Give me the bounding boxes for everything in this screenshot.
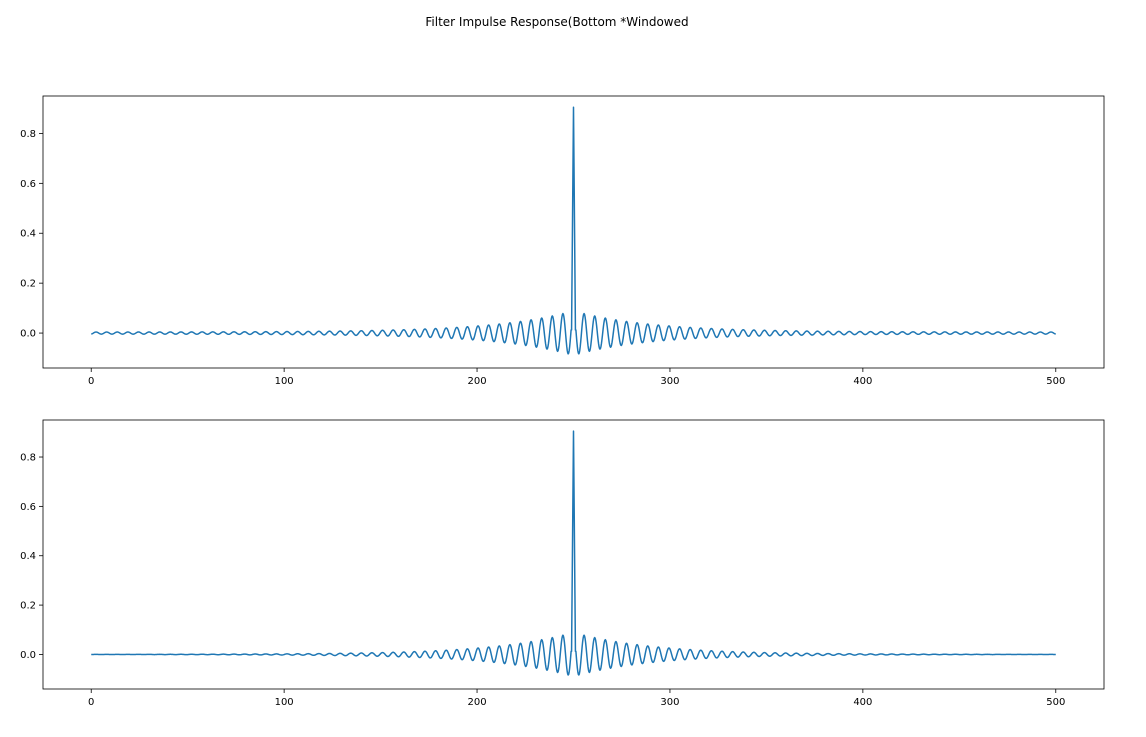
y-tick-label: 0.6 [20,502,36,513]
x-tick-label: 400 [853,697,872,708]
x-tick-label: 0 [88,697,94,708]
y-tick-label: 0.8 [20,453,36,464]
x-tick-label: 0 [88,376,94,387]
figure-title: Filter Impulse Response(Bottom *Windowed [425,15,689,29]
y-tick-label: 0.2 [20,279,36,290]
x-tick-label: 300 [660,697,679,708]
x-tick-label: 500 [1046,697,1065,708]
y-tick-label: 0.4 [20,229,36,240]
x-tick-label: 100 [275,697,294,708]
axes-frame-1 [42,95,1105,369]
y-tick-label: 0.0 [20,650,36,661]
x-tick-label: 200 [467,697,486,708]
y-tick-label: 0.2 [20,601,36,612]
x-tick-label: 200 [467,376,486,387]
subplot-2: 0 100 200 300 400 500 0.0 0.2 0.4 0.6 0.8 [20,419,1105,708]
x-tick-label: 100 [275,376,294,387]
y-tick-label: 0.0 [20,329,36,340]
series-line-2-1 [90,430,1057,676]
y-tick-label: 0.8 [20,129,36,140]
x-tick-label: 300 [660,376,679,387]
axes-frame-2 [42,419,1105,690]
series-line-1-1 [90,106,1057,355]
x-tick-label: 500 [1046,376,1065,387]
x-tick-label: 400 [853,376,872,387]
subplot-1: 0 100 200 300 400 500 0.0 0.2 0.4 0.6 0.8 [20,95,1105,387]
y-tick-label: 0.6 [20,179,36,190]
y-tick-label: 0.4 [20,551,36,562]
